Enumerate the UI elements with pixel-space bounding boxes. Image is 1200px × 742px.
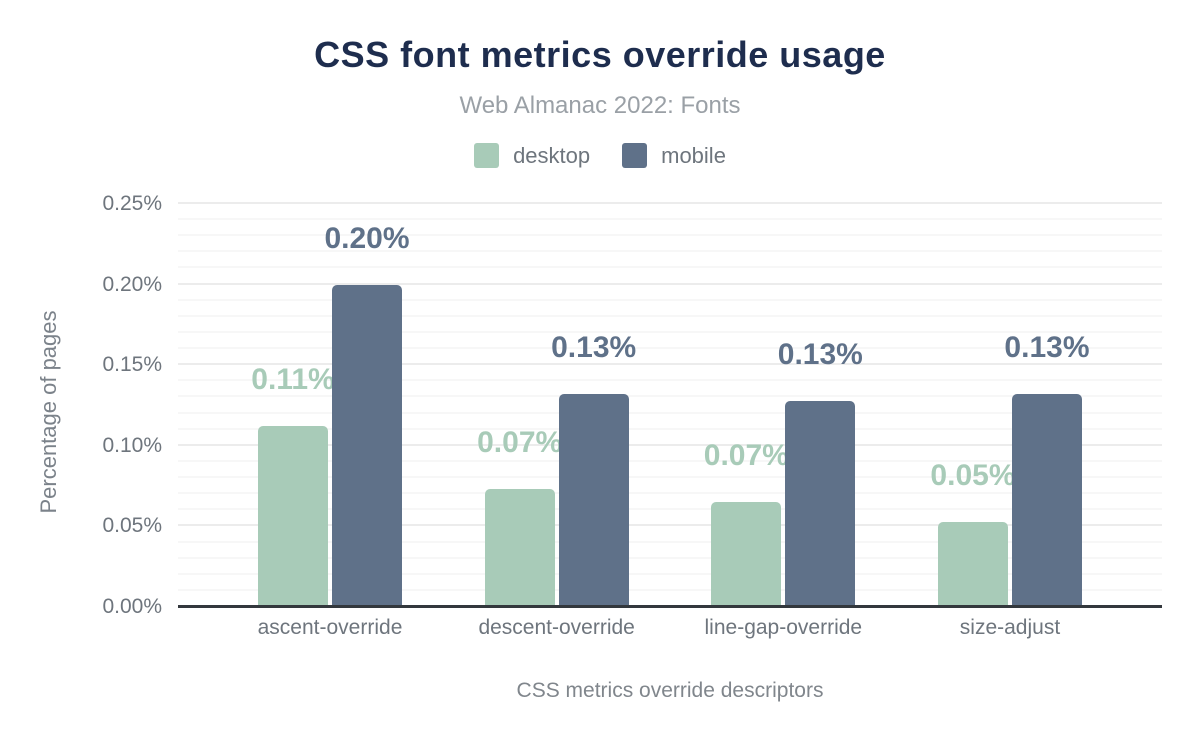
minor-gridline	[178, 492, 1162, 495]
minor-gridline	[178, 234, 1162, 237]
y-tick-label: 0.10%	[102, 433, 162, 457]
minor-gridline	[178, 298, 1162, 301]
y-axis-tick-labels: 0.00% 0.05% 0.10% 0.15% 0.20% 0.25%	[0, 193, 162, 617]
bar-group-descent-override: 0.07% 0.13% descent-override	[477, 204, 636, 638]
y-tick-label: 0.05%	[102, 514, 162, 538]
minor-gridline	[178, 540, 1162, 543]
legend: desktop mobile	[0, 143, 1200, 168]
minor-gridline	[178, 476, 1162, 479]
x-axis-title: CSS metrics override descriptors	[516, 679, 824, 702]
bar-mobile: 0.13%	[778, 339, 863, 607]
bar-value-label: 0.13%	[1004, 331, 1090, 365]
bar-value-label: 0.13%	[777, 337, 863, 371]
legend-label: mobile	[661, 143, 726, 168]
x-tick-label: line-gap-override	[704, 616, 863, 639]
bar-value-label: 0.05%	[930, 458, 1016, 492]
minor-gridline	[178, 572, 1162, 575]
bars-row: 0.11% 0.20% ascent-override 0.07% 0.13% desce…	[178, 204, 1162, 638]
major-gridline	[178, 443, 1162, 446]
bar-mobile: 0.13%	[551, 333, 636, 607]
chart-subtitle: Web Almanac 2022: Fonts	[459, 92, 741, 119]
bar-mobile: 0.20%	[324, 223, 410, 607]
x-axis-line	[178, 605, 1162, 608]
bar-value-label: 0.13%	[551, 331, 637, 365]
major-gridline	[178, 282, 1162, 285]
y-tick-label: 0.00%	[102, 595, 162, 618]
bar-mobile: 0.13%	[1004, 333, 1090, 607]
minor-gridline	[178, 411, 1162, 414]
bar-value-label: 0.20%	[324, 221, 410, 255]
chart-title: CSS font metrics override usage	[314, 34, 886, 75]
y-tick-label: 0.20%	[102, 272, 162, 296]
y-axis-title: Percentage of pages	[36, 310, 61, 514]
minor-gridline	[178, 266, 1162, 269]
legend-label: desktop	[513, 143, 591, 168]
bar-desktop: 0.07%	[704, 441, 789, 607]
major-gridline	[178, 524, 1162, 527]
bar-desktop: 0.11%	[251, 365, 335, 607]
minor-gridline	[178, 395, 1162, 398]
minor-gridline	[178, 379, 1162, 382]
legend-item-mobile: mobile	[622, 143, 726, 168]
bar-group-line-gap-override: 0.07% 0.13% line-gap-override	[704, 204, 863, 638]
minor-gridline	[178, 588, 1162, 591]
minor-gridline	[178, 314, 1162, 317]
plot-area: 0.11% 0.20% ascent-override 0.07% 0.13% desce…	[178, 202, 1162, 638]
y-tick-label: 0.15%	[102, 353, 162, 377]
legend-item-desktop: desktop	[474, 143, 590, 168]
major-gridline	[178, 363, 1162, 366]
minor-gridline	[178, 427, 1162, 430]
bar-value-label: 0.07%	[477, 426, 563, 460]
minor-gridline	[178, 250, 1162, 253]
minor-gridline	[178, 556, 1162, 559]
x-tick-label: descent-override	[478, 616, 635, 639]
legend-swatch-icon	[622, 143, 648, 168]
minor-gridline	[178, 459, 1162, 462]
bar-value-label: 0.07%	[703, 439, 789, 473]
legend-swatch-icon	[474, 143, 500, 168]
minor-gridline	[178, 218, 1162, 221]
major-gridline	[178, 202, 1162, 204]
bar-desktop: 0.07%	[477, 428, 562, 607]
bar-value-label: 0.11%	[251, 363, 335, 397]
minor-gridline	[178, 330, 1162, 333]
y-tick-label: 0.25%	[102, 192, 162, 215]
minor-gridline	[178, 508, 1162, 511]
x-tick-label: size-adjust	[959, 616, 1061, 639]
bar-desktop: 0.05%	[930, 460, 1016, 607]
bar-group-size-adjust: 0.05% 0.13% size-adjust	[930, 204, 1090, 638]
x-tick-label: ascent-override	[257, 616, 403, 639]
bar-group-ascent-override: 0.11% 0.20% ascent-override	[251, 204, 410, 638]
minor-gridline	[178, 347, 1162, 350]
